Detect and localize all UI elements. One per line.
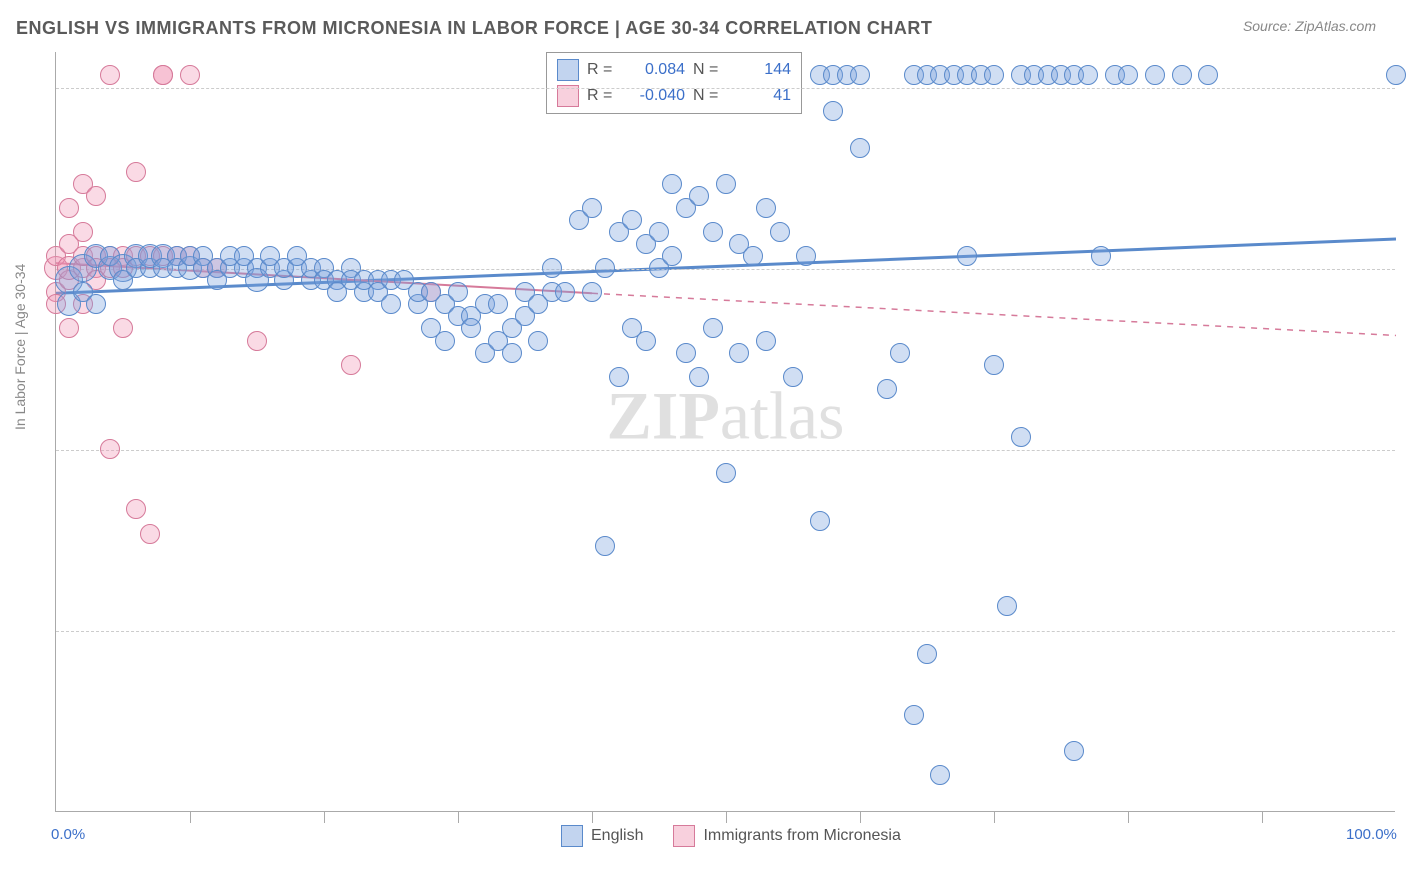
data-point bbox=[1011, 427, 1031, 447]
data-point bbox=[662, 174, 682, 194]
data-point bbox=[59, 318, 79, 338]
data-point bbox=[904, 705, 924, 725]
correlation-legend: R = 0.084 N = 144 R = -0.040 N = 41 bbox=[546, 52, 802, 114]
data-point bbox=[381, 294, 401, 314]
watermark: ZIPatlas bbox=[607, 377, 845, 456]
data-point bbox=[917, 644, 937, 664]
data-point bbox=[850, 138, 870, 158]
legend-item-english: English bbox=[561, 825, 643, 847]
data-point bbox=[140, 524, 160, 544]
data-point bbox=[180, 65, 200, 85]
legend-item-micronesia: Immigrants from Micronesia bbox=[673, 825, 900, 847]
gridline-h bbox=[56, 450, 1395, 451]
data-point bbox=[100, 439, 120, 459]
data-point bbox=[1386, 65, 1406, 85]
data-point bbox=[595, 536, 615, 556]
data-point bbox=[1118, 65, 1138, 85]
data-point bbox=[59, 198, 79, 218]
data-point bbox=[86, 294, 106, 314]
data-point bbox=[716, 174, 736, 194]
data-point bbox=[86, 186, 106, 206]
data-point bbox=[957, 246, 977, 266]
data-point bbox=[488, 294, 508, 314]
data-point bbox=[703, 222, 723, 242]
data-point bbox=[1145, 65, 1165, 85]
data-point bbox=[890, 343, 910, 363]
data-point bbox=[796, 246, 816, 266]
data-point bbox=[1198, 65, 1218, 85]
chart-plot-area: ZIPatlas R = 0.084 N = 144 R = -0.040 N … bbox=[55, 52, 1395, 812]
data-point bbox=[435, 331, 455, 351]
data-point bbox=[126, 162, 146, 182]
legend-row-english: R = 0.084 N = 144 bbox=[557, 57, 791, 83]
data-point bbox=[703, 318, 723, 338]
x-tick bbox=[994, 811, 995, 823]
x-tick bbox=[1262, 811, 1263, 823]
data-point bbox=[984, 355, 1004, 375]
chart-title: ENGLISH VS IMMIGRANTS FROM MICRONESIA IN… bbox=[16, 18, 932, 39]
x-tick-label: 100.0% bbox=[1346, 826, 1397, 843]
swatch-blue-icon bbox=[557, 59, 579, 81]
data-point bbox=[100, 65, 120, 85]
gridline-h bbox=[56, 88, 1395, 89]
data-point bbox=[555, 282, 575, 302]
y-axis-label: In Labor Force | Age 30-34 bbox=[12, 264, 28, 430]
data-point bbox=[984, 65, 1004, 85]
data-point bbox=[609, 367, 629, 387]
series-legend: English Immigrants from Micronesia bbox=[561, 825, 901, 847]
data-point bbox=[502, 343, 522, 363]
data-point bbox=[542, 258, 562, 278]
data-point bbox=[247, 331, 267, 351]
data-point bbox=[716, 463, 736, 483]
data-point bbox=[823, 101, 843, 121]
legend-row-micronesia: R = -0.040 N = 41 bbox=[557, 83, 791, 109]
data-point bbox=[448, 282, 468, 302]
data-point bbox=[930, 765, 950, 785]
data-point bbox=[783, 367, 803, 387]
x-tick bbox=[1128, 811, 1129, 823]
data-point bbox=[528, 331, 548, 351]
data-point bbox=[756, 331, 776, 351]
data-point bbox=[1172, 65, 1192, 85]
data-point bbox=[1091, 246, 1111, 266]
data-point bbox=[850, 65, 870, 85]
data-point bbox=[743, 246, 763, 266]
data-point bbox=[770, 222, 790, 242]
x-tick-label: 0.0% bbox=[51, 826, 85, 843]
data-point bbox=[1064, 741, 1084, 761]
data-point bbox=[1078, 65, 1098, 85]
x-tick bbox=[726, 811, 727, 823]
data-point bbox=[153, 65, 173, 85]
data-point bbox=[689, 367, 709, 387]
x-tick bbox=[860, 811, 861, 823]
data-point bbox=[341, 355, 361, 375]
data-point bbox=[113, 318, 133, 338]
data-point bbox=[676, 343, 696, 363]
source-label: Source: ZipAtlas.com bbox=[1243, 18, 1376, 34]
swatch-pink-icon bbox=[673, 825, 695, 847]
data-point bbox=[997, 596, 1017, 616]
x-tick bbox=[190, 811, 191, 823]
data-point bbox=[73, 222, 93, 242]
trend-lines bbox=[56, 52, 1396, 812]
data-point bbox=[582, 282, 602, 302]
data-point bbox=[582, 198, 602, 218]
data-point bbox=[729, 343, 749, 363]
x-tick bbox=[592, 811, 593, 823]
data-point bbox=[595, 258, 615, 278]
data-point bbox=[810, 511, 830, 531]
swatch-blue-icon bbox=[561, 825, 583, 847]
data-point bbox=[877, 379, 897, 399]
x-tick bbox=[324, 811, 325, 823]
data-point bbox=[636, 331, 656, 351]
data-point bbox=[126, 499, 146, 519]
data-point bbox=[689, 186, 709, 206]
x-tick bbox=[458, 811, 459, 823]
data-point bbox=[622, 210, 642, 230]
data-point bbox=[662, 246, 682, 266]
data-point bbox=[649, 222, 669, 242]
data-point bbox=[461, 318, 481, 338]
data-point bbox=[756, 198, 776, 218]
gridline-h bbox=[56, 631, 1395, 632]
